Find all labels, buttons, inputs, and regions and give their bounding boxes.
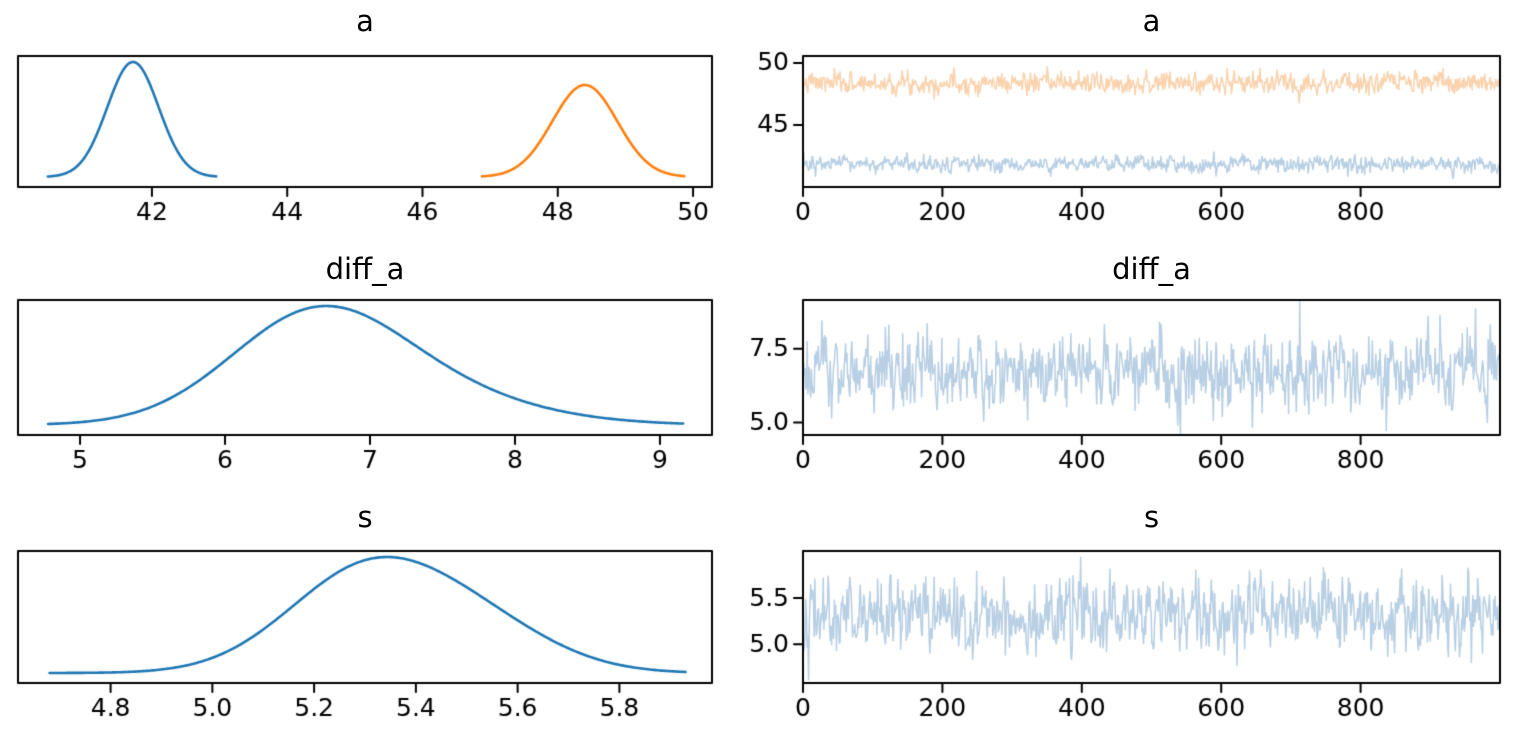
panel-title-diffa-kde: diff_a (325, 252, 405, 286)
panel-title-a-trace: a (1142, 4, 1161, 38)
panel-title-s-kde: s (357, 500, 373, 534)
panel-title-a-kde: a (356, 4, 374, 38)
panel-title-s-trace: s (1143, 500, 1160, 534)
panel-title-diffa-trace: diff_a (1112, 252, 1191, 286)
